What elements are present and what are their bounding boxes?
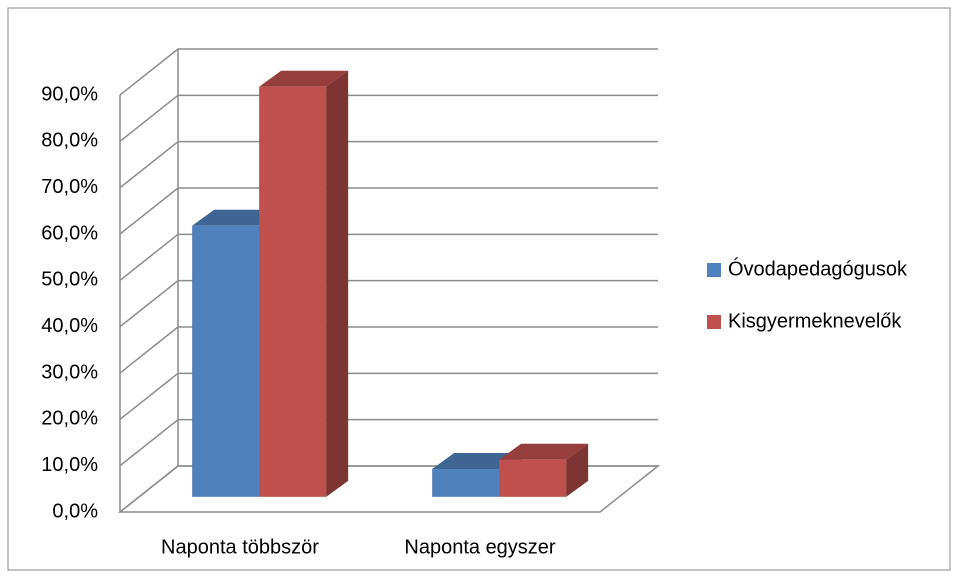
bar-side [566, 443, 589, 497]
legend-swatch [707, 315, 721, 329]
y-tick-label: 90,0% [41, 83, 98, 105]
grid-line [119, 48, 179, 96]
grid-line [119, 187, 179, 235]
bar-top [259, 70, 349, 87]
grid-line [119, 372, 179, 420]
y-tick-label: 0,0% [52, 500, 98, 522]
bar-front [432, 469, 500, 497]
bar-front [192, 225, 260, 497]
bar-side [326, 70, 349, 497]
x-tick-label: Naponta egyszer [404, 536, 556, 558]
legend-label: Kisgyermeknevelők [728, 310, 902, 332]
bar [259, 70, 349, 497]
grid-line [119, 465, 179, 513]
y-tick-label: 80,0% [41, 130, 98, 152]
y-tick-label: 30,0% [41, 361, 98, 383]
y-tick-label: 20,0% [41, 408, 98, 430]
y-tick-label: 70,0% [41, 176, 98, 198]
grid-line [119, 326, 179, 374]
bar-top [499, 443, 589, 460]
legend-label: Óvodapedagógusok [728, 257, 908, 280]
grid-line [119, 280, 179, 328]
bar [432, 453, 522, 497]
grid-line [119, 141, 179, 189]
bar [499, 443, 589, 497]
y-tick-label: 40,0% [41, 315, 98, 337]
bar-front [499, 459, 567, 497]
legend-swatch [707, 263, 721, 277]
grid-line [119, 419, 179, 467]
grid-line [119, 94, 179, 142]
x-tick-label: Naponta többször [161, 536, 319, 558]
y-tick-label: 10,0% [41, 454, 98, 476]
bar-top [192, 209, 282, 226]
y-tick-label: 50,0% [41, 269, 98, 291]
y-tick-label: 60,0% [41, 222, 98, 244]
bar-front [259, 86, 327, 497]
bar-top [432, 453, 522, 470]
grid-line [119, 233, 179, 281]
